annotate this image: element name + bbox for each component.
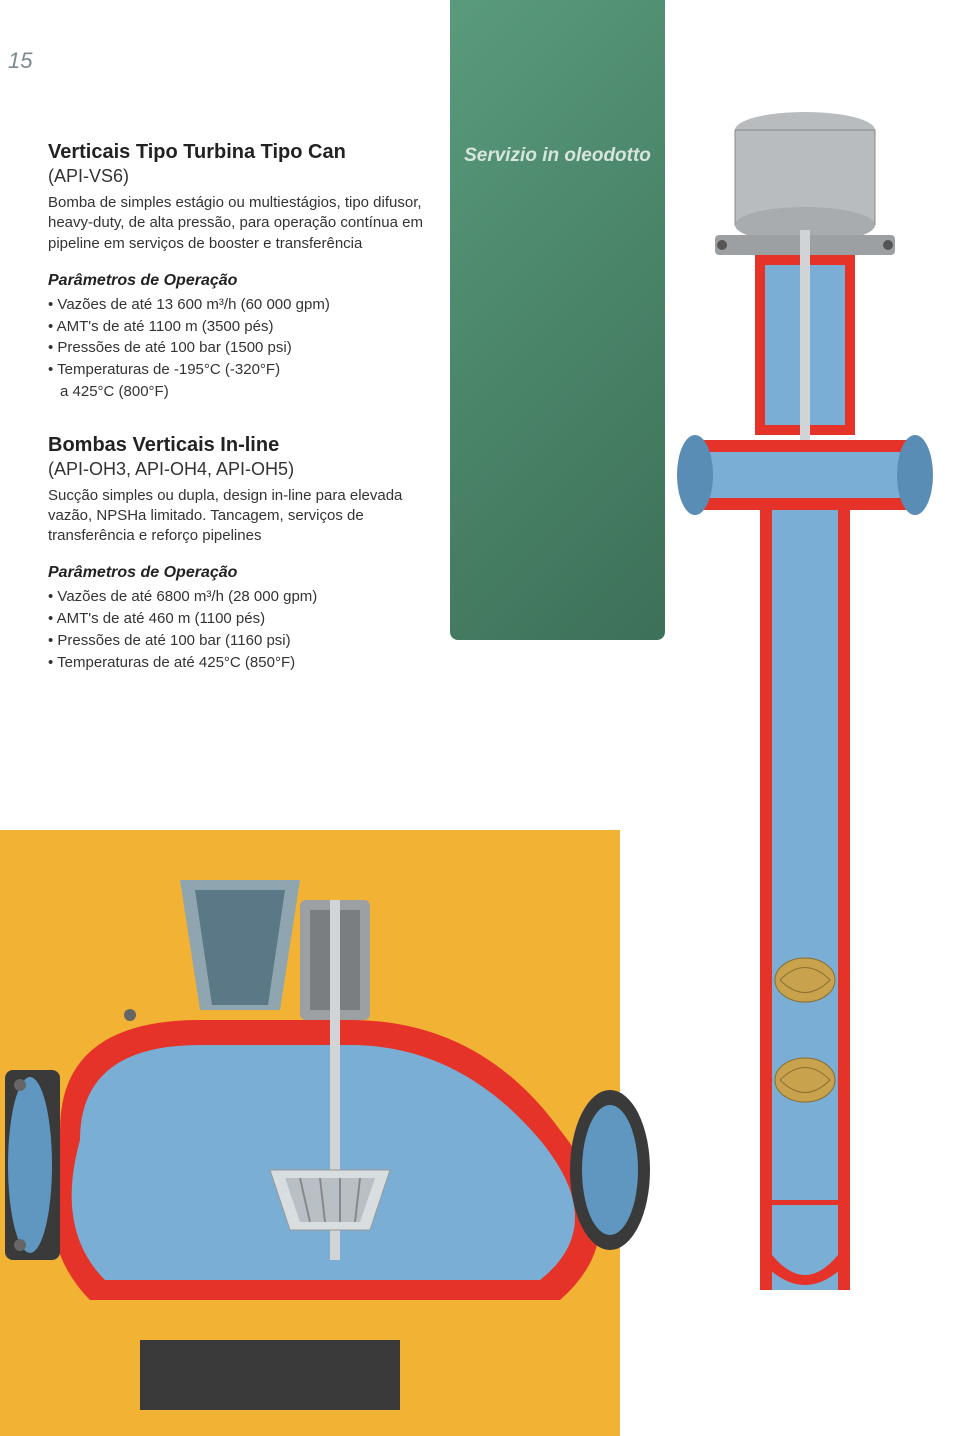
section1-param-0: Vazões de até 13 600 m³/h (60 000 gpm) [48,294,428,316]
section1-param-2: Pressões de até 100 bar (1500 psi) [48,337,428,359]
section1-params-title: Parâmetros de Operação [48,272,428,290]
section2-sub: (API-OH3, API-OH4, API-OH5) [48,459,428,480]
content-column: Verticais Tipo Turbina Tipo Can (API-VS6… [48,140,428,703]
section2-param-0: Vazões de até 6800 m³/h (28 000 gpm) [48,586,428,608]
section2-params-list: Vazões de até 6800 m³/h (28 000 gpm) AMT… [48,586,428,673]
section1-sub: (API-VS6) [48,166,428,187]
section2-desc: Sucção simples ou dupla, design in-line … [48,486,428,547]
pump-inline-illustration [0,870,650,1430]
green-panel: Servizio in oleodotto [450,0,665,640]
section2-param-3: Temperaturas de até 425°C (850°F) [48,652,428,674]
panel-label: Servizio in oleodotto [450,145,665,167]
section1-param-3: Temperaturas de -195°C (-320°F) [48,359,428,381]
section1-param-1: AMT's de até 1100 m (3500 pés) [48,316,428,338]
section2-title: Bombas Verticais In-line [48,433,428,457]
section1-params-list: Vazões de até 13 600 m³/h (60 000 gpm) A… [48,294,428,403]
section1-title: Verticais Tipo Turbina Tipo Can [48,140,428,164]
section2-param-1: AMT's de até 460 m (1100 pés) [48,608,428,630]
pump-vertical-illustration [660,100,950,1310]
page-number: 15 [8,48,32,74]
section2-params-title: Parâmetros de Operação [48,564,428,582]
section2-param-2: Pressões de até 100 bar (1160 psi) [48,630,428,652]
section1-param-tail: a 425°C (800°F) [48,381,428,403]
section1-desc: Bomba de simples estágio ou multiestágio… [48,193,428,254]
